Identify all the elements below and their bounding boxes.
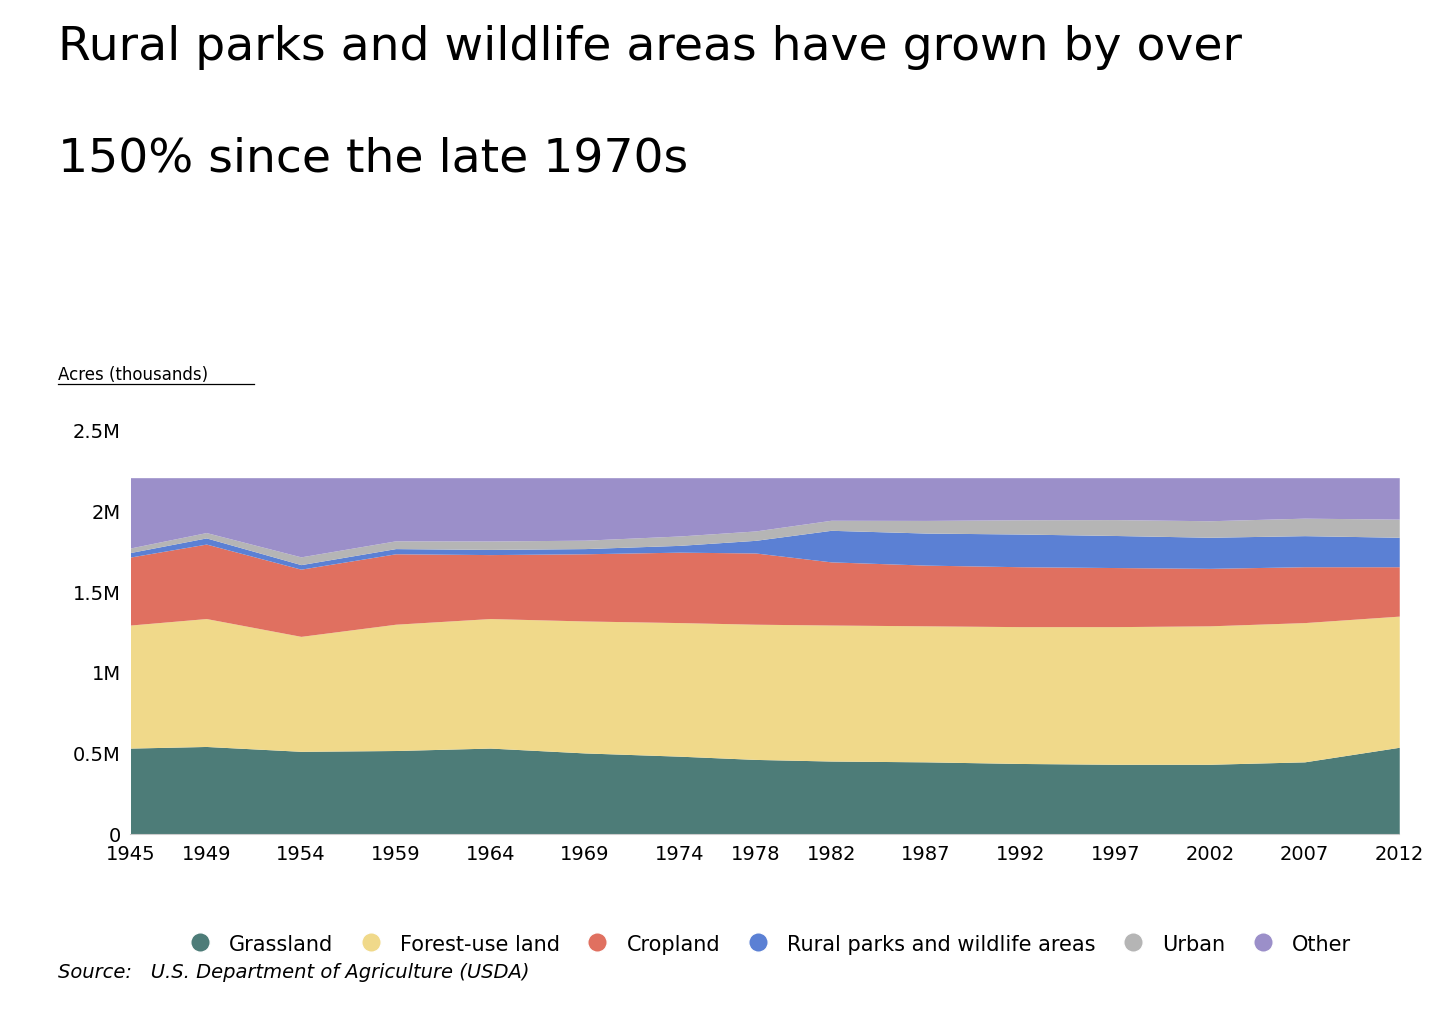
Text: Rural parks and wildlife areas have grown by over: Rural parks and wildlife areas have grow… — [58, 25, 1243, 70]
Legend: Grassland, Forest-use land, Cropland, Rural parks and wildlife areas, Urban, Oth: Grassland, Forest-use land, Cropland, Ru… — [171, 925, 1359, 962]
Text: Acres (thousands): Acres (thousands) — [58, 366, 209, 384]
Text: Source:   U.S. Department of Agriculture (USDA): Source: U.S. Department of Agriculture (… — [58, 961, 529, 981]
Text: 150% since the late 1970s: 150% since the late 1970s — [58, 136, 689, 181]
